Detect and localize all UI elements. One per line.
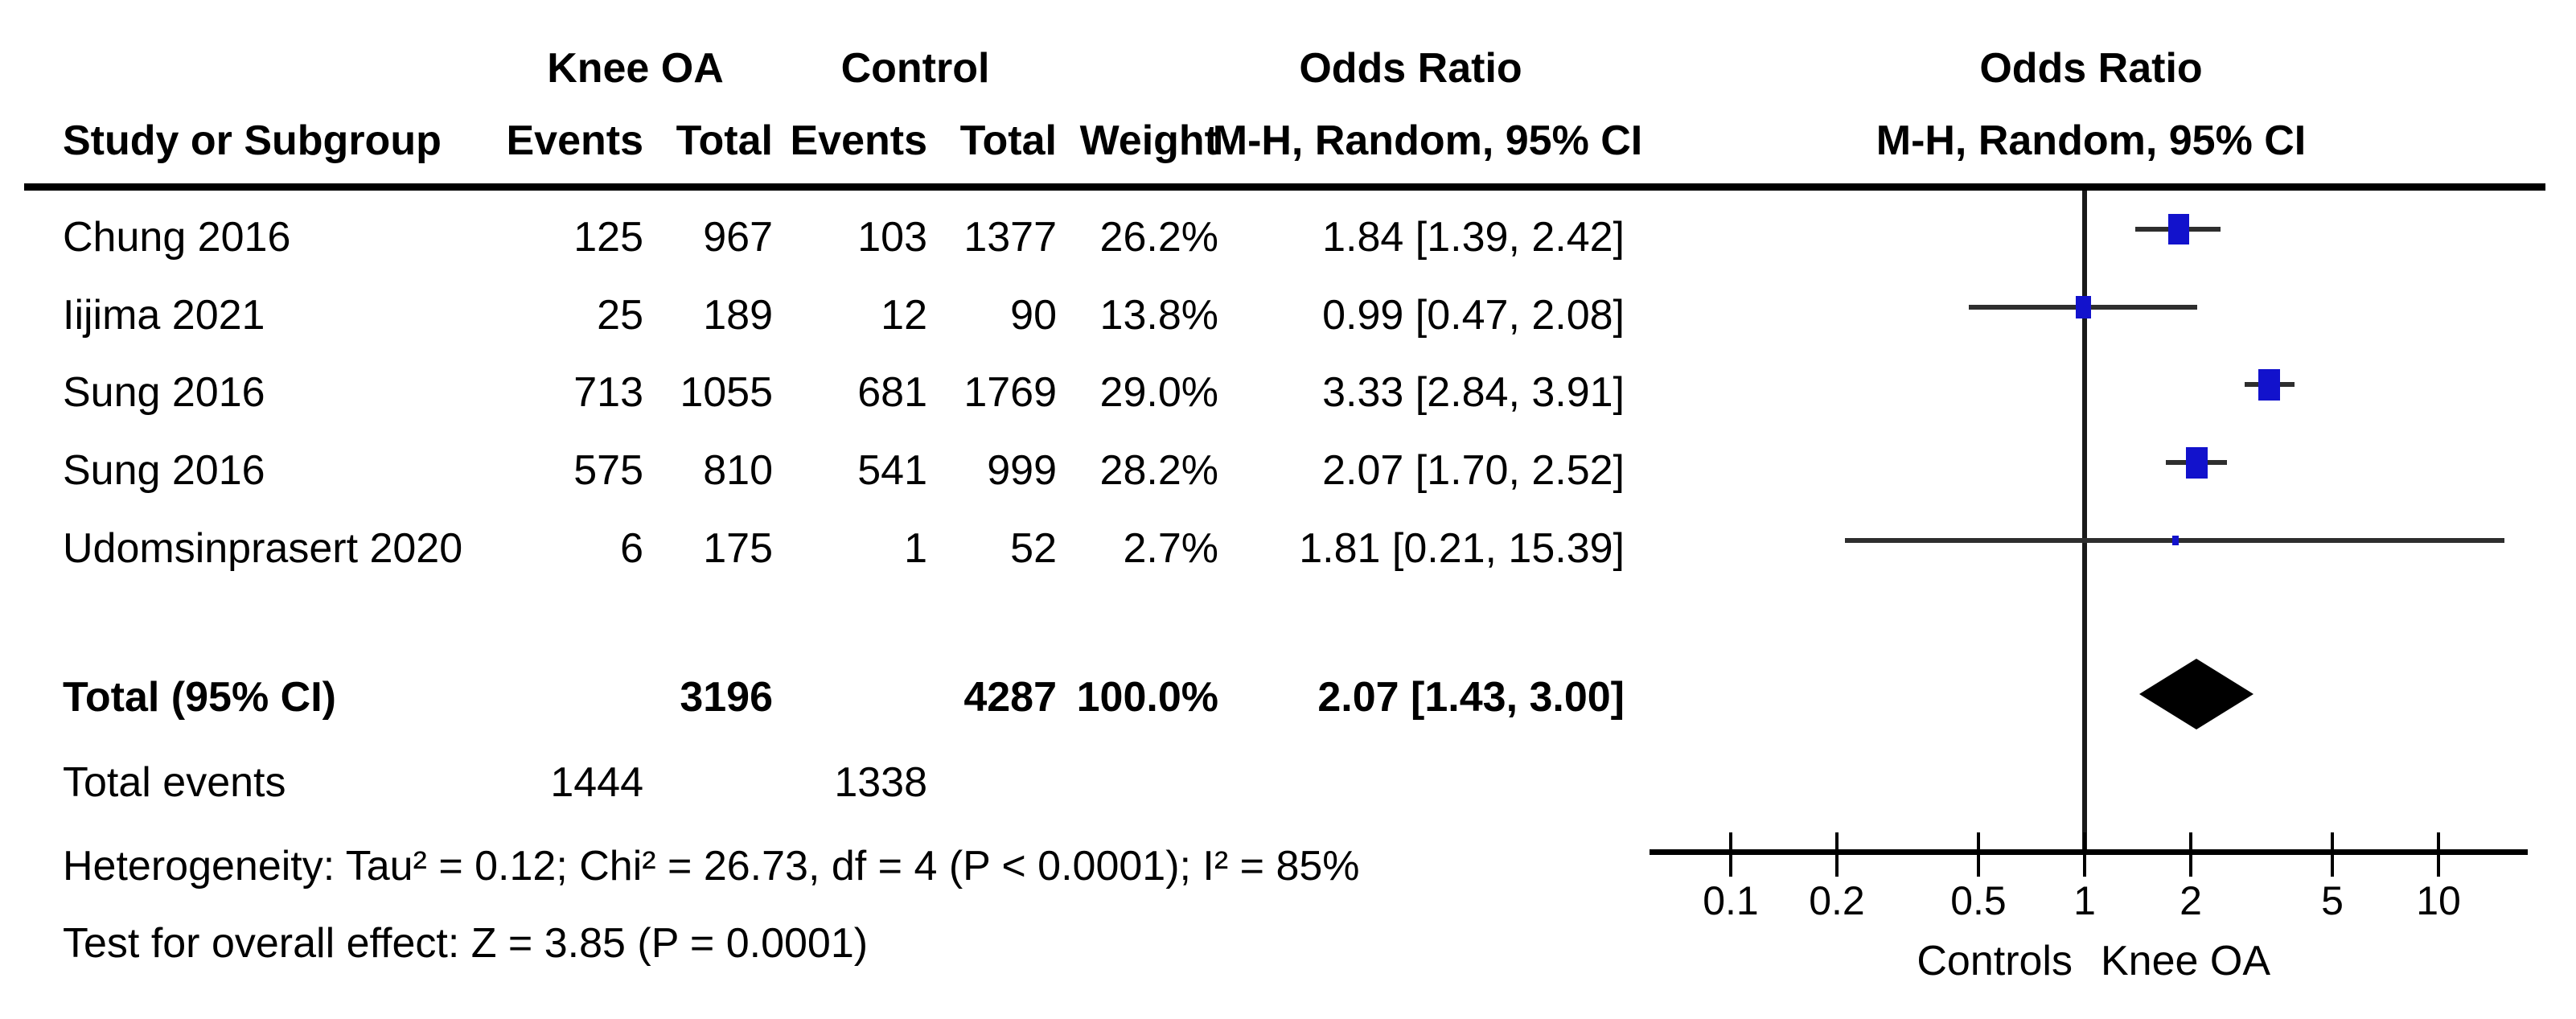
or-point-square (2168, 214, 2189, 244)
odds-ratio-ci-value: 0.99 [0.47, 2.08] (1322, 292, 1625, 339)
study-name: Sung 2016 (63, 369, 265, 416)
control-events-value: 541 (857, 447, 927, 494)
knee-events-value: 125 (573, 214, 643, 261)
or-point-square (2258, 369, 2280, 401)
col-header-study: Study or Subgroup (63, 117, 442, 164)
or-point-square (2172, 536, 2179, 545)
axis-tick (1835, 832, 1839, 877)
knee-total-value: 189 (703, 292, 773, 339)
study-name: Chung 2016 (63, 214, 291, 261)
heterogeneity-stats: Heterogeneity: Tau² = 0.12; Chi² = 26.73… (63, 843, 1360, 890)
study-name: Udomsinprasert 2020 (63, 525, 463, 572)
odds-ratio-ci-value: 2.07 [1.70, 2.52] (1322, 447, 1625, 494)
total-events-control: 1338 (834, 759, 927, 806)
x-axis-line (1650, 849, 2528, 855)
or-point-square (2076, 296, 2091, 318)
total-knee-total: 3196 (680, 674, 773, 721)
knee-total-value: 175 (703, 525, 773, 572)
weight-value: 2.7% (1123, 525, 1218, 572)
weight-value: 26.2% (1099, 214, 1218, 261)
axis-tick-label: 10 (2416, 878, 2461, 923)
odds-ratio-ci-value: 3.33 [2.84, 3.91] (1322, 369, 1625, 416)
header-divider-rule (24, 183, 2545, 191)
control-total-value: 90 (1010, 292, 1057, 339)
total-events-knee: 1444 (550, 759, 643, 806)
axis-tick (1729, 832, 1732, 877)
control-events-value: 12 (881, 292, 927, 339)
col-header-knee-total: Total (676, 117, 773, 164)
col-header-control-events: Events (790, 117, 927, 164)
group-header-knee-oa: Knee OA (547, 45, 724, 92)
total-row: Total (95% CI) 3196 4287 100.0% 2.07 [1.… (0, 669, 2576, 725)
overall-effect-stats: Test for overall effect: Z = 3.85 (P = 0… (63, 920, 869, 967)
control-events-value: 103 (857, 214, 927, 261)
control-total-value: 1377 (963, 214, 1057, 261)
study-name: Sung 2016 (63, 447, 265, 494)
null-effect-line (2082, 191, 2087, 855)
col-header-control-total: Total (959, 117, 1057, 164)
axis-tick (1977, 832, 1980, 877)
total-events-row: Total events 1444 1338 (0, 754, 2576, 811)
group-header-control: Control (840, 45, 990, 92)
axis-tick-label: 1 (2073, 878, 2096, 923)
knee-events-value: 713 (573, 369, 643, 416)
control-total-value: 1769 (963, 369, 1057, 416)
total-label: Total (95% CI) (63, 674, 336, 721)
axis-tick (2189, 832, 2192, 877)
col-header-method-table: M-H, Random, 95% CI (1212, 117, 1643, 164)
knee-total-value: 967 (703, 214, 773, 261)
or-point-square (2186, 447, 2208, 479)
col-header-knee-events: Events (506, 117, 643, 164)
weight-value: 28.2% (1099, 447, 1218, 494)
axis-tick (2437, 832, 2440, 877)
control-total-value: 52 (1010, 525, 1057, 572)
favours-controls-label: Controls (1917, 938, 2073, 984)
column-header-row: Study or Subgroup Events Total Events To… (0, 113, 2576, 169)
knee-events-value: 6 (620, 525, 643, 572)
total-control-total: 4287 (963, 674, 1057, 721)
knee-total-value: 810 (703, 447, 773, 494)
total-odds-ratio-ci: 2.07 [1.43, 3.00] (1317, 674, 1625, 721)
odds-ratio-header-plot: Odds Ratio (1979, 45, 2203, 92)
axis-tick-label: 0.1 (1703, 878, 1759, 923)
axis-tick-label: 5 (2321, 878, 2344, 923)
control-total-value: 999 (987, 447, 1057, 494)
study-row: Udomsinprasert 2020 6 175 1 52 2.7% 1.81… (0, 520, 2576, 577)
favours-knee-oa-label: Knee OA (2101, 938, 2271, 984)
study-row: Sung 2016 713 1055 681 1769 29.0% 3.33 [… (0, 364, 2576, 421)
total-weight: 100.0% (1076, 674, 1218, 721)
study-row: Chung 2016 125 967 103 1377 26.2% 1.84 [… (0, 209, 2576, 265)
knee-events-value: 575 (573, 447, 643, 494)
study-row: Sung 2016 575 810 541 999 28.2% 2.07 [1.… (0, 442, 2576, 499)
odds-ratio-ci-value: 1.81 [0.21, 15.39] (1299, 525, 1625, 572)
axis-tick-label: 2 (2180, 878, 2202, 923)
col-header-method-plot: M-H, Random, 95% CI (1876, 117, 2307, 164)
control-events-value: 681 (857, 369, 927, 416)
odds-ratio-ci-value: 1.84 [1.39, 2.42] (1322, 214, 1625, 261)
axis-tick-label: 0.5 (1950, 878, 2007, 923)
col-header-weight: Weight (1079, 117, 1218, 164)
study-name: Iijima 2021 (63, 292, 265, 339)
control-events-value: 1 (904, 525, 927, 572)
weight-value: 29.0% (1099, 369, 1218, 416)
odds-ratio-header-table: Odds Ratio (1299, 45, 1522, 92)
weight-value: 13.8% (1099, 292, 1218, 339)
axis-tick-label: 0.2 (1809, 878, 1865, 923)
knee-total-value: 1055 (680, 369, 773, 416)
study-row: Iijima 2021 25 189 12 90 13.8% 0.99 [0.4… (0, 287, 2576, 343)
axis-tick (2083, 832, 2086, 877)
knee-events-value: 25 (597, 292, 643, 339)
axis-tick (2331, 832, 2334, 877)
total-events-label: Total events (63, 759, 286, 806)
